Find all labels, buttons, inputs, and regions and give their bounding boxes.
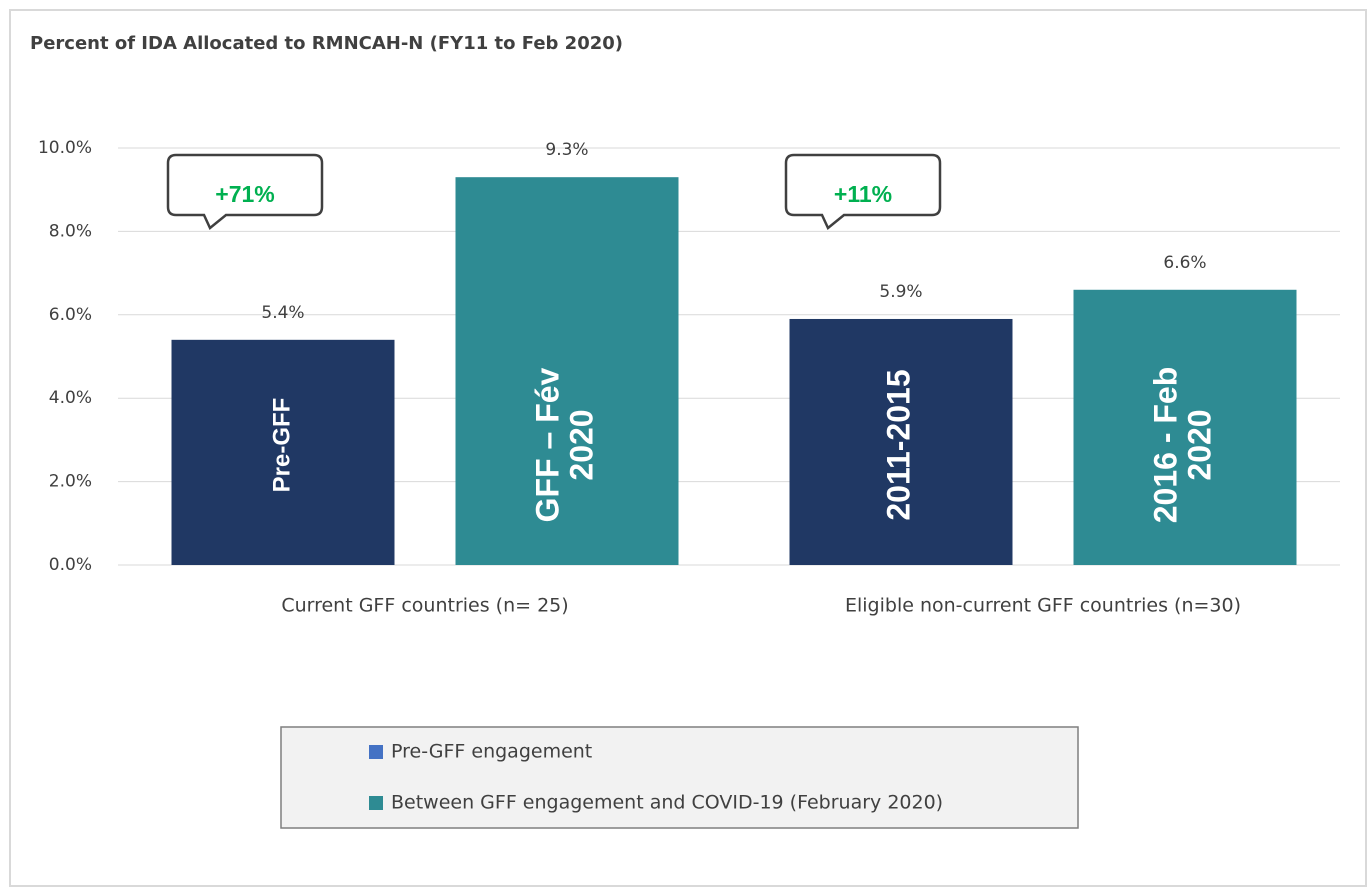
annotation: +71% [215, 181, 274, 207]
legend-label: Pre-GFF engagement [391, 741, 592, 763]
bar [1073, 289, 1297, 565]
chart-title: Percent of IDA Allocated to RMNCAH-N (FY… [30, 33, 623, 54]
legend-swatch [369, 745, 383, 759]
bar-label: Pre-GFF [268, 398, 295, 493]
x-tick-label: Eligible non-current GFF countries (n=30… [845, 595, 1241, 617]
bar [789, 318, 1013, 565]
legend-swatch [369, 796, 383, 810]
value-label: 5.4% [261, 303, 304, 323]
bar-label: 2020 [563, 409, 599, 480]
legend-box [280, 726, 1079, 829]
y-tick-label: 4.0% [49, 388, 92, 408]
x-tick-label: Current GFF countries (n= 25) [281, 595, 568, 617]
y-tick-label: 6.0% [49, 305, 92, 325]
y-tick-label: 10.0% [38, 138, 92, 158]
y-tick-label: 0.0% [49, 555, 92, 575]
value-label: 9.3% [545, 140, 588, 160]
bar-label: 2016 - Feb [1148, 367, 1184, 524]
bar [171, 339, 395, 565]
bar-label: 2020 [1181, 409, 1217, 480]
bar [455, 177, 679, 565]
bar-label: GFF – Fév [530, 367, 566, 522]
annotation: +11% [834, 181, 892, 207]
callout [784, 153, 942, 230]
callout [166, 153, 324, 230]
legend-label: Between GFF engagement and COVID-19 (Feb… [391, 792, 943, 814]
bar-label: 2011-2015 [880, 369, 916, 520]
y-tick-label: 2.0% [49, 472, 92, 492]
value-label: 6.6% [1163, 253, 1206, 273]
y-tick-label: 8.0% [49, 221, 92, 241]
value-label: 5.9% [879, 282, 922, 302]
